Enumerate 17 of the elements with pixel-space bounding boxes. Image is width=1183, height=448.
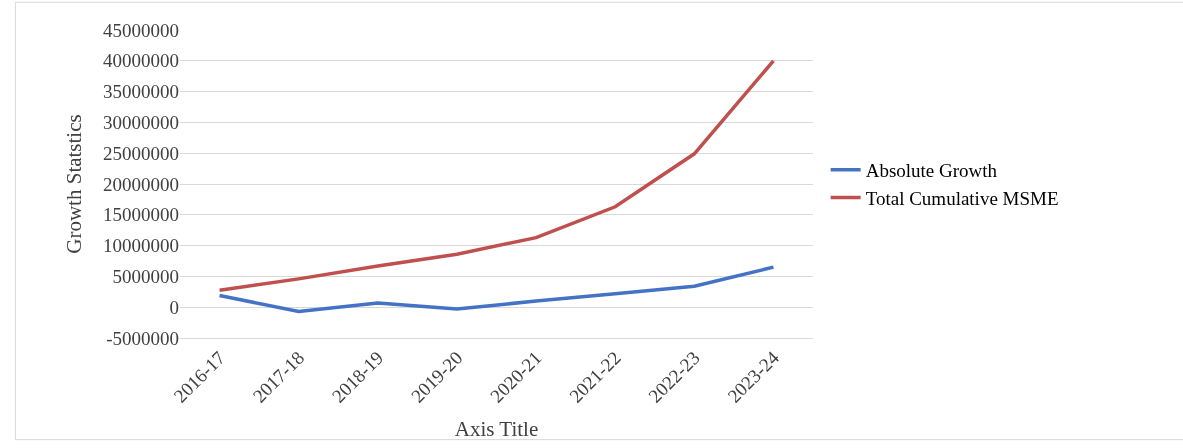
y-tick-label: 5000000	[112, 266, 179, 288]
y-tick-label: 30000000	[103, 112, 179, 134]
y-tick-label: -5000000	[106, 327, 179, 349]
y-tick-label: 20000000	[103, 173, 179, 195]
y-tick-label: 15000000	[103, 204, 179, 226]
y-tick-label: 10000000	[103, 235, 179, 257]
y-tick-label: 35000000	[103, 81, 179, 103]
y-tick-label: 40000000	[103, 50, 179, 72]
y-tick-label: 25000000	[103, 142, 179, 164]
line-series	[217, 265, 776, 314]
x-axis-title: Axis Title	[454, 416, 539, 441]
y-tick-label: 0	[169, 296, 179, 318]
legend-label: Absolute Growth	[865, 160, 998, 182]
y-tick-label: 45000000	[103, 19, 179, 41]
line-series	[217, 59, 776, 293]
y-axis-title: Growth Statstics	[62, 114, 87, 254]
legend-label: Total Cumulative MSME	[865, 187, 1059, 209]
